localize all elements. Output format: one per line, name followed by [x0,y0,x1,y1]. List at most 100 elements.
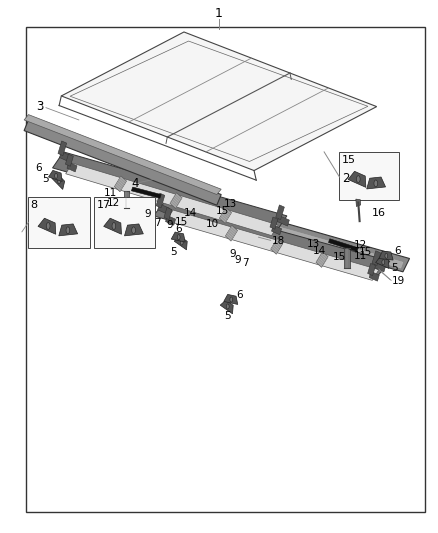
Text: 14: 14 [313,246,326,255]
Polygon shape [38,218,56,235]
Polygon shape [58,141,67,156]
Polygon shape [67,162,77,172]
Polygon shape [158,204,170,214]
Polygon shape [59,224,78,236]
Polygon shape [66,163,278,236]
Polygon shape [272,221,410,272]
Polygon shape [230,297,233,302]
Polygon shape [49,171,62,181]
Polygon shape [104,218,121,235]
Text: 5: 5 [391,263,398,272]
Polygon shape [219,207,232,223]
Text: 17: 17 [96,200,110,210]
Polygon shape [24,120,221,205]
Polygon shape [224,294,238,304]
Text: 2: 2 [342,172,349,185]
Polygon shape [344,248,350,268]
Polygon shape [374,261,386,272]
Polygon shape [53,152,287,232]
Text: 15: 15 [359,247,372,257]
Polygon shape [156,193,165,208]
Polygon shape [276,205,284,220]
Polygon shape [357,176,360,182]
Polygon shape [174,236,187,250]
Text: 7: 7 [242,259,249,268]
Polygon shape [131,187,161,198]
Text: 11: 11 [104,189,117,198]
Text: 15: 15 [216,206,229,215]
Polygon shape [112,223,116,229]
Text: 18: 18 [272,236,285,246]
Polygon shape [124,224,143,236]
Polygon shape [171,232,185,242]
Text: 4: 4 [131,177,139,190]
Polygon shape [328,239,358,252]
Polygon shape [274,226,403,268]
Polygon shape [226,225,237,241]
Polygon shape [132,227,135,233]
Text: 5: 5 [170,247,177,257]
Text: 12: 12 [107,198,120,208]
Text: 5: 5 [42,174,49,183]
Polygon shape [180,240,183,245]
Text: 12: 12 [354,240,367,250]
Polygon shape [270,217,278,229]
Polygon shape [55,173,57,179]
Text: 16: 16 [372,208,386,218]
Polygon shape [166,215,176,225]
Polygon shape [61,32,377,171]
Polygon shape [24,115,221,195]
Text: 13: 13 [307,239,320,248]
Polygon shape [348,171,366,188]
Polygon shape [60,151,72,162]
Text: 19: 19 [392,276,405,286]
Bar [339,152,399,200]
Polygon shape [58,179,60,184]
Text: 15: 15 [175,217,188,227]
Bar [28,197,90,248]
Text: 15: 15 [333,252,346,262]
Polygon shape [382,260,385,265]
Text: 13: 13 [224,199,237,209]
Text: 9: 9 [145,209,151,219]
Polygon shape [170,193,182,208]
Polygon shape [356,199,360,206]
Text: 1: 1 [215,7,223,20]
Polygon shape [369,271,379,281]
Polygon shape [66,227,70,233]
Polygon shape [124,191,129,208]
Text: 8: 8 [31,200,38,210]
Text: 3: 3 [36,100,44,113]
Polygon shape [52,175,65,189]
Text: 15: 15 [342,155,356,165]
Polygon shape [153,200,390,277]
Text: 5: 5 [224,311,231,321]
Polygon shape [277,215,290,226]
Text: 10: 10 [206,219,219,229]
Text: 14: 14 [184,208,197,218]
Polygon shape [372,251,381,265]
Text: 6: 6 [237,290,244,300]
Text: 6: 6 [394,246,401,255]
Polygon shape [272,225,282,235]
Text: 6: 6 [35,163,42,173]
Polygon shape [46,223,50,229]
Polygon shape [166,210,379,280]
Polygon shape [316,252,328,268]
Polygon shape [385,253,388,259]
Text: 9: 9 [230,249,236,259]
Polygon shape [65,154,73,166]
Text: 9: 9 [235,255,241,264]
Polygon shape [164,207,172,220]
Polygon shape [367,177,385,189]
Polygon shape [226,304,229,309]
Text: 7: 7 [155,218,161,228]
Text: 6: 6 [175,224,182,233]
Polygon shape [271,238,283,254]
Polygon shape [114,176,127,192]
Polygon shape [220,300,233,314]
Text: 11: 11 [354,251,367,261]
Bar [94,197,155,248]
Polygon shape [374,180,378,187]
Polygon shape [367,263,375,276]
